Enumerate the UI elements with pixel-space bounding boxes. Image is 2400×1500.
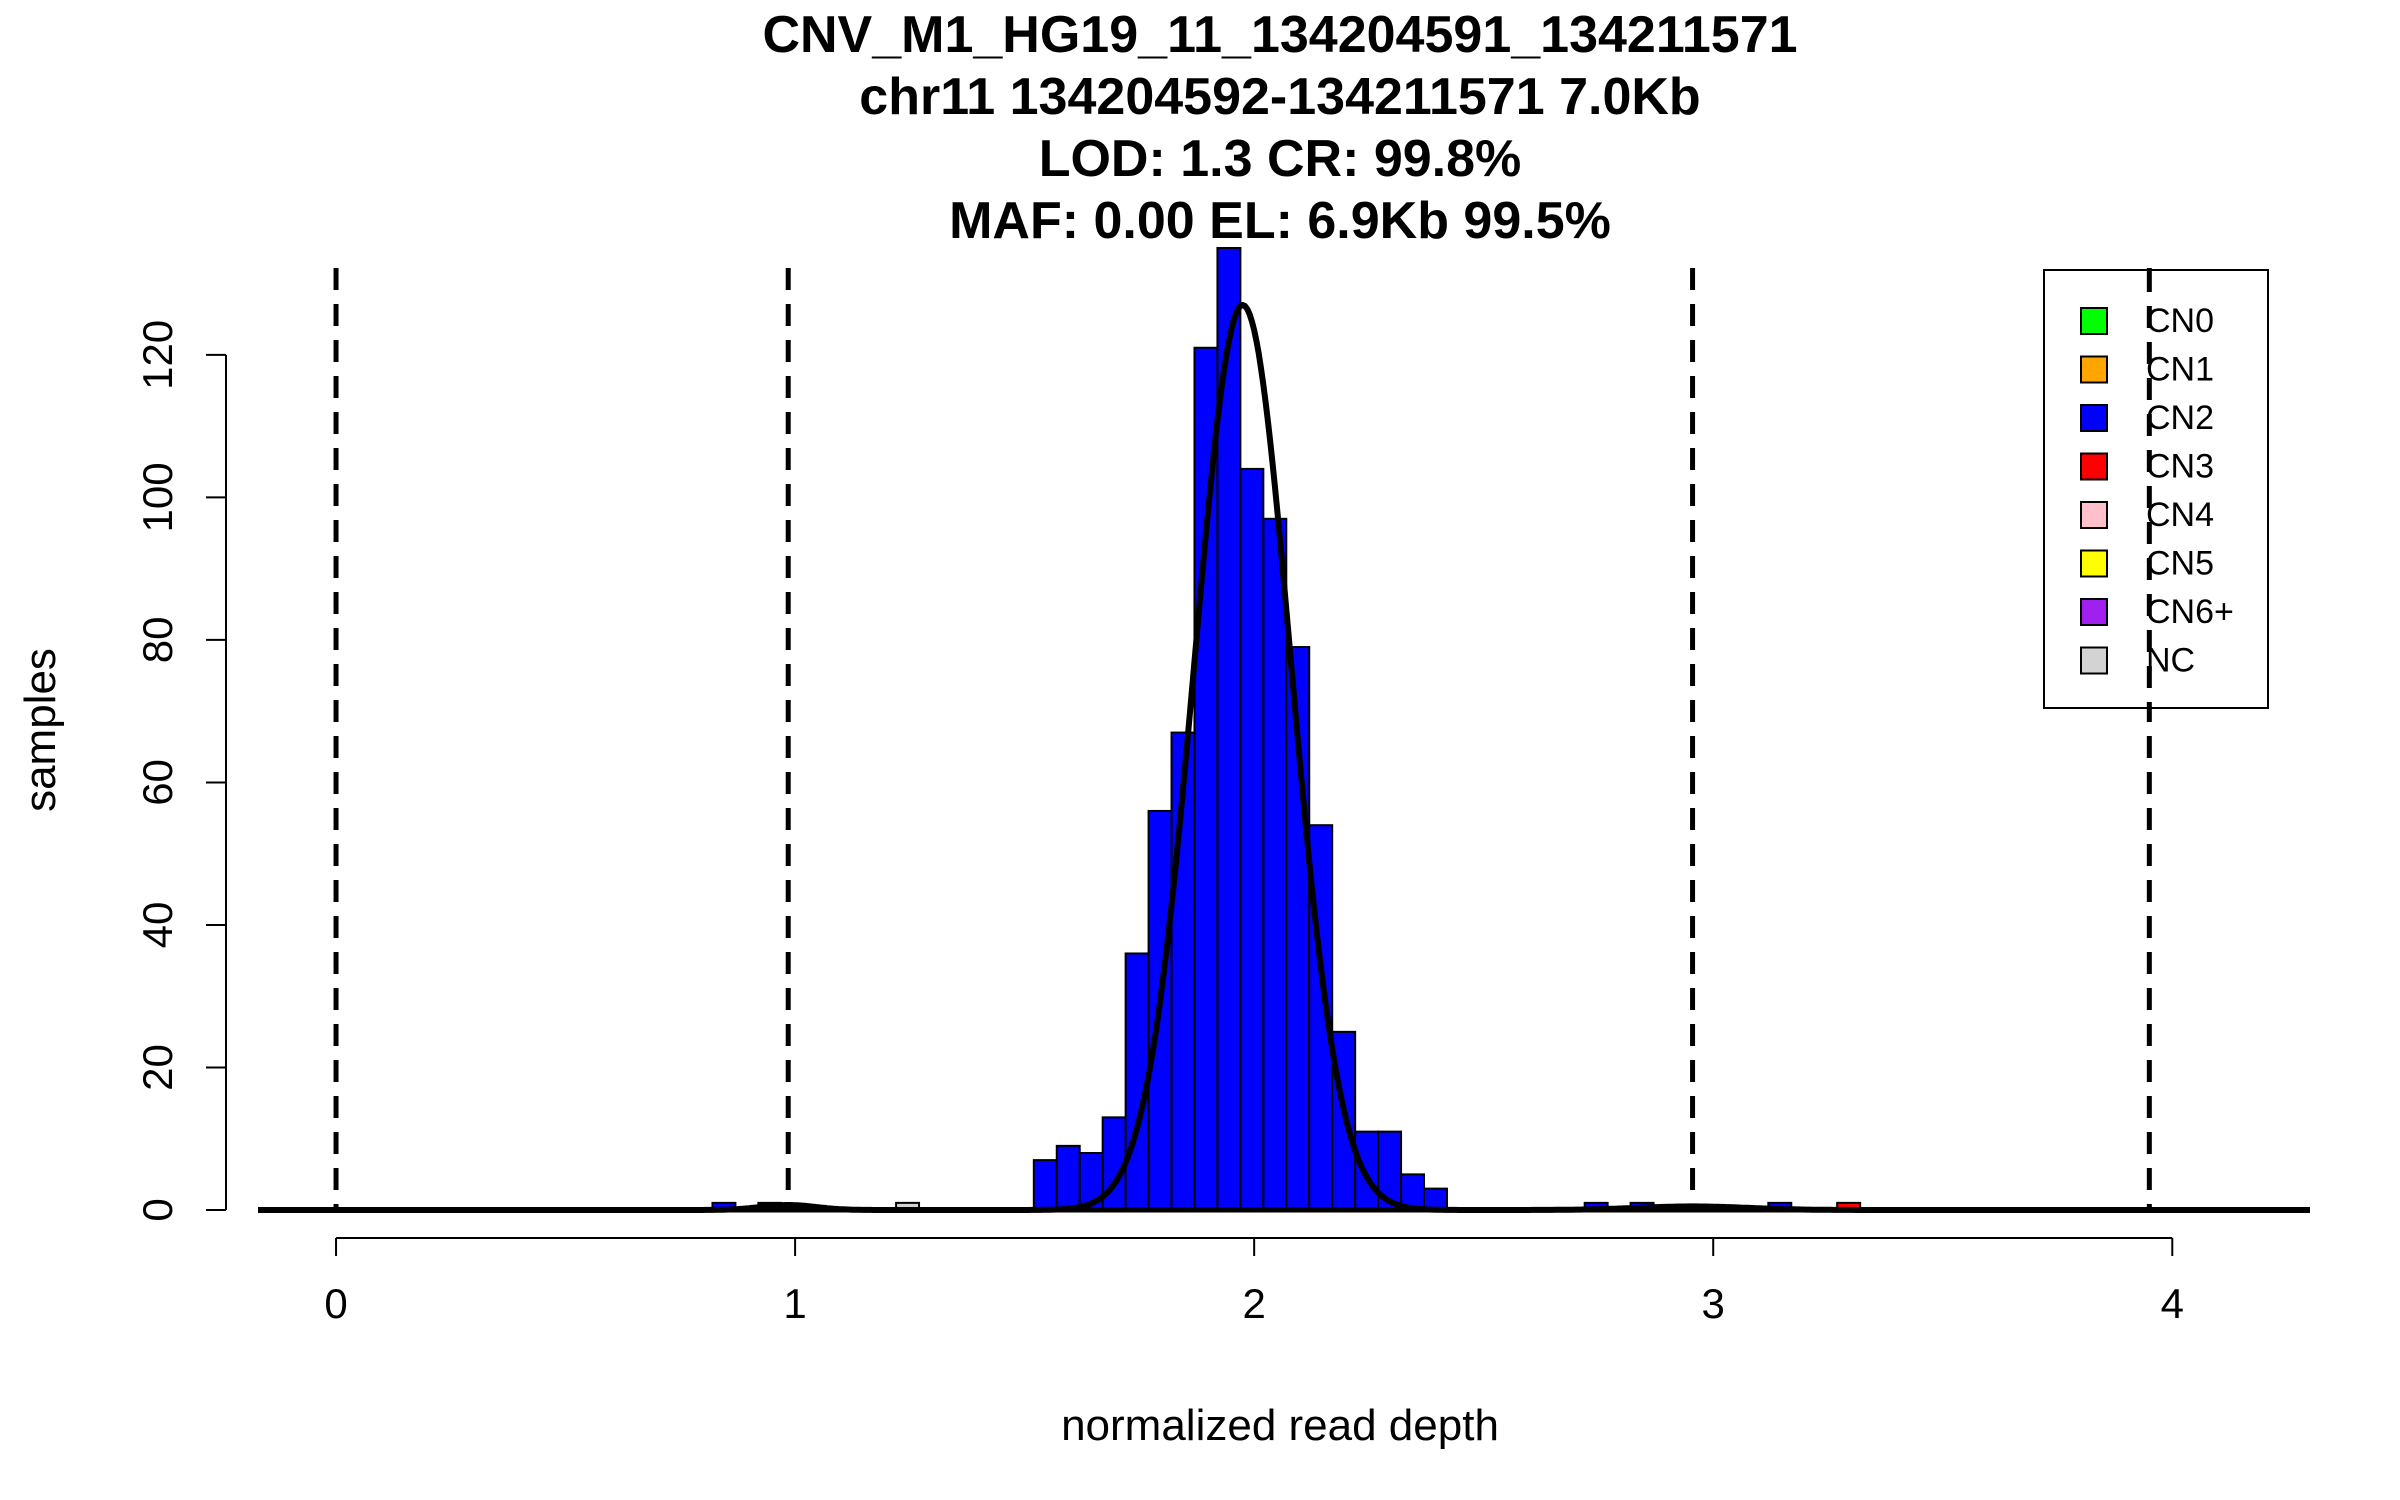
y-tick-label-80: 80 xyxy=(134,617,181,664)
title-line-1: CNV_M1_HG19_11_134204591_134211571 xyxy=(762,6,1797,64)
chart-title: CNV_M1_HG19_11_134204591_134211571 chr11… xyxy=(762,6,1797,250)
legend-label-cn2: CN2 xyxy=(2146,399,2214,437)
y-tick-label-20: 20 xyxy=(134,1044,181,1091)
fit-curves xyxy=(258,301,2310,1213)
y-axis: 0 20 40 60 80 100 120 xyxy=(134,320,227,1222)
legend-label-cn3: CN3 xyxy=(2146,448,2214,486)
histogram-bar-3 xyxy=(1032,1159,1058,1212)
y-tick-label-0: 0 xyxy=(134,1198,181,1221)
legend-swatch-cn2 xyxy=(2080,404,2108,432)
legend-label-nc: NC xyxy=(2146,642,2195,680)
x-tick-label-3: 3 xyxy=(1702,1280,1725,1327)
legend-swatch-cn6plus xyxy=(2080,598,2108,626)
title-line-2: chr11 134204592-134211571 7.0Kb xyxy=(859,68,1700,126)
fit-curve xyxy=(258,301,2310,1213)
legend-swatch-cn5 xyxy=(2080,549,2108,578)
legend: CN0 CN1 CN2 CN3 CN4 CN5 CN6+ NC xyxy=(2043,269,2269,709)
x-tick-label-2: 2 xyxy=(1242,1280,1265,1327)
histogram-bar-4 xyxy=(1055,1144,1081,1212)
legend-swatch-nc xyxy=(2080,646,2108,675)
legend-label-cn1: CN1 xyxy=(2146,351,2214,389)
legend-swatch-cn3 xyxy=(2080,452,2108,481)
y-tick-label-100: 100 xyxy=(134,462,181,532)
title-line-4: MAF: 0.00 EL: 6.9Kb 99.5% xyxy=(949,192,1611,250)
histogram-bar-13 xyxy=(1262,517,1288,1211)
legend-label-cn0: CN0 xyxy=(2146,302,2214,340)
x-tick-label-0: 0 xyxy=(324,1280,347,1327)
x-tick-label-1: 1 xyxy=(783,1280,806,1327)
y-axis-label: samples xyxy=(16,648,65,812)
legend-label-cn5: CN5 xyxy=(2146,545,2214,583)
legend-label-cn4: CN4 xyxy=(2146,496,2214,534)
y-tick-label-60: 60 xyxy=(134,759,181,806)
legend-swatch-cn1 xyxy=(2080,355,2108,384)
legend-label-cn6plus: CN6+ xyxy=(2146,593,2234,631)
histogram-bar-12 xyxy=(1239,467,1265,1212)
x-tick-label-4: 4 xyxy=(2161,1280,2184,1327)
title-line-3: LOD: 1.3 CR: 99.8% xyxy=(1039,130,1522,188)
histogram-bars xyxy=(258,247,2310,1213)
x-axis: 0 1 2 3 4 xyxy=(324,1237,2184,1327)
legend-swatch-cn4 xyxy=(2080,501,2108,529)
y-tick-label-40: 40 xyxy=(134,902,181,949)
y-tick-label-120: 120 xyxy=(134,320,181,390)
legend-box xyxy=(2043,269,2269,709)
legend-swatch-cn0 xyxy=(2080,307,2108,335)
x-axis-label: normalized read depth xyxy=(1061,1401,1499,1450)
